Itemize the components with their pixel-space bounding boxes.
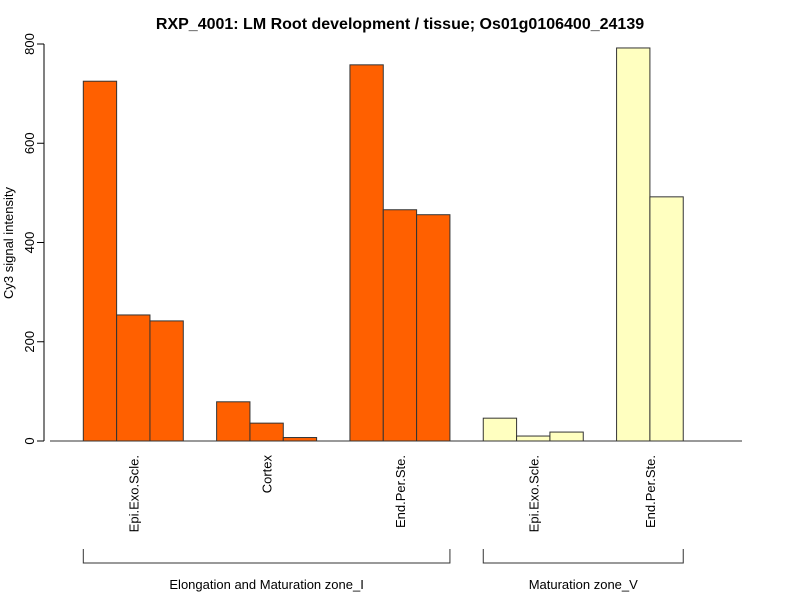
y-tick-label: 200 bbox=[22, 331, 37, 353]
bar bbox=[382, 209, 418, 442]
bar bbox=[549, 431, 584, 442]
x-tick-label: Epi.Exo.Scle. bbox=[526, 455, 541, 532]
x-tick-labels: Epi.Exo.Scle. Cortex End.Per.Ste. Epi.Exo.S… bbox=[126, 455, 658, 533]
chart-title: RXP_4001: LM Root development / tissue; … bbox=[156, 16, 644, 33]
bar bbox=[116, 314, 151, 442]
group-label: Elongation and Maturation zone_I bbox=[169, 577, 363, 592]
y-axis-label: Cy3 signal intensity bbox=[1, 187, 16, 299]
x-tick-label: End.Per.Ste. bbox=[643, 455, 658, 528]
bar bbox=[216, 401, 251, 442]
y-tick-label: 400 bbox=[22, 232, 37, 254]
x-tick-label: Epi.Exo.Scle. bbox=[126, 455, 141, 532]
y-tick-label: 800 bbox=[22, 33, 37, 55]
bar bbox=[282, 437, 318, 442]
y-tick-label: 0 bbox=[22, 437, 37, 444]
x-tick-label: End.Per.Ste. bbox=[393, 455, 408, 528]
bar bbox=[416, 214, 451, 442]
bar bbox=[616, 47, 651, 442]
bars bbox=[50, 47, 742, 442]
bar bbox=[516, 435, 551, 442]
bar bbox=[249, 422, 284, 442]
bar bbox=[82, 80, 118, 442]
y-axis: 0 200 400 600 800 bbox=[22, 33, 45, 445]
bar bbox=[649, 196, 684, 442]
group-label: Maturation zone_V bbox=[529, 577, 638, 592]
bar bbox=[349, 64, 384, 442]
group-brackets: Elongation and Maturation zone_I Maturati… bbox=[82, 549, 684, 592]
group-bracket bbox=[482, 549, 684, 564]
y-tick-label: 600 bbox=[22, 132, 37, 154]
bar bbox=[482, 417, 518, 442]
x-tick-label: Cortex bbox=[260, 455, 275, 494]
bar bbox=[149, 320, 184, 442]
group-bracket bbox=[82, 549, 451, 564]
